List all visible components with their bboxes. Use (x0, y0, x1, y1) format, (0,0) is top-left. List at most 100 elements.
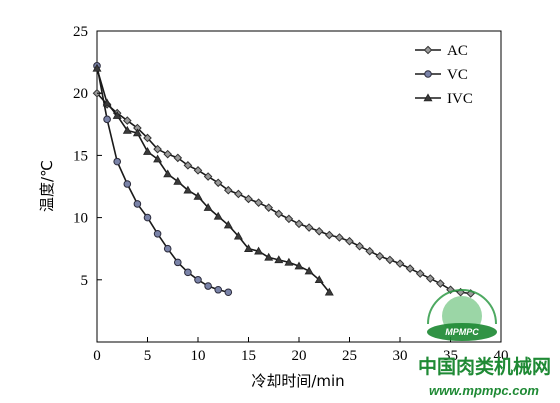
plot-frame (96, 30, 502, 343)
series-ac-point (324, 230, 334, 240)
series-ac-point (304, 223, 314, 232)
x-axis-title: 冷却时间/min (251, 372, 344, 390)
series-vc-point (113, 157, 121, 166)
series-vc-point (103, 115, 111, 124)
x-tick-label: 10 (191, 348, 206, 364)
series-ac-point (213, 178, 223, 188)
legend-item-ac: AC (415, 43, 468, 59)
y-axis-title: 温度/℃ (38, 160, 56, 212)
series-ivc-point (163, 169, 173, 178)
watermark-site-name: 中国肉类机械网 (418, 355, 551, 378)
chart-axes (96, 30, 502, 343)
watermark-logo: MPMPC (427, 289, 497, 341)
series-ivc-point (314, 275, 324, 284)
series-ac-point (395, 259, 405, 268)
series-ivc-point (193, 191, 203, 200)
x-tick-label: 5 (144, 348, 152, 364)
series-vc-point (123, 180, 132, 188)
series-ivc-point (274, 255, 284, 264)
x-tick-label: 0 (93, 348, 101, 364)
x-tick-label: 30 (393, 348, 408, 364)
series-ivc (92, 63, 334, 296)
legend-swatch-marker (424, 70, 432, 78)
series-ivc-point (183, 185, 193, 194)
series-vc-point (133, 200, 142, 208)
series-ac-point (375, 251, 385, 261)
series-ac-point (385, 255, 395, 265)
series-ac-point (355, 241, 364, 251)
series-ivc-point (324, 287, 334, 296)
series-ivc-point (294, 261, 304, 270)
series-ac-point (264, 203, 274, 212)
legend-swatch-marker (423, 45, 433, 55)
legend-label-ac: AC (447, 43, 468, 59)
series-ac-point (173, 153, 183, 163)
series-ac-point (415, 269, 425, 278)
series-ivc-point (213, 211, 223, 220)
series-ivc-point (143, 147, 152, 155)
watermark: MPMPC 中国肉类机械网 www.mpmpc.com (418, 289, 551, 398)
y-tick-label: 20 (73, 86, 88, 102)
series-ac-point (314, 226, 324, 236)
series-ivc-point (203, 203, 213, 211)
x-tick-label: 25 (342, 348, 357, 364)
series-ac-point (163, 149, 173, 159)
series-ac-point (284, 214, 294, 224)
legend-item-ivc: IVC (415, 91, 473, 107)
series-ac-point (244, 194, 253, 204)
series-ac-point (365, 246, 375, 256)
x-tick-label: 15 (241, 348, 256, 364)
y-tick-label: 25 (73, 24, 88, 40)
series-ivc-point (264, 252, 274, 261)
series-ac-point (143, 133, 152, 143)
series-vc-point (174, 258, 182, 267)
series-ivc-point (153, 154, 163, 163)
series-ac-point (425, 274, 435, 283)
watermark-logo-text: MPMPC (445, 327, 479, 337)
series-ivc-point (254, 246, 264, 255)
series-ivc-point (304, 266, 314, 275)
series-vc-point (143, 213, 152, 222)
y-tick-label: 5 (81, 273, 89, 289)
series-vc-point (194, 276, 202, 284)
series-ac-point (183, 161, 193, 170)
y-tick-label: 15 (73, 148, 88, 164)
legend-label-ivc: IVC (447, 91, 473, 107)
series-ac (92, 88, 476, 298)
series-ac-line (96, 92, 471, 295)
series-ac-point (193, 166, 203, 175)
series-ivc-point (132, 128, 142, 137)
series-vc-point (224, 288, 233, 297)
chart-series (92, 62, 476, 298)
series-ivc-point (112, 110, 122, 119)
chart-ticks: 0 5 10 15 20 25 30 35 40 5 10 15 20 25 (73, 24, 509, 364)
series-ac-point (335, 233, 344, 242)
y-tick-label: 10 (73, 211, 88, 227)
series-ivc-point (92, 63, 102, 72)
series-ac-point (122, 116, 132, 125)
series-vc-point (153, 229, 162, 238)
series-ac-point (405, 264, 415, 273)
x-tick-label: 20 (292, 348, 307, 364)
watermark-url: www.mpmpc.com (429, 383, 539, 398)
series-ac-point (345, 236, 354, 246)
series-ivc-point (284, 257, 294, 266)
series-vc-point (214, 285, 222, 294)
legend-swatch-marker (423, 93, 433, 102)
series-ivc-point (244, 244, 253, 252)
series-ivc-point (173, 176, 183, 185)
series-ac-point (234, 189, 243, 199)
series-ac-point (274, 209, 284, 219)
x-tick-label: 40 (494, 348, 509, 364)
series-ac-point (254, 198, 263, 207)
series-ivc-point (223, 220, 233, 229)
series-ivc-point (122, 125, 132, 134)
series-ivc-point (233, 231, 243, 240)
series-vc-point (163, 244, 172, 253)
legend-item-vc: VC (415, 67, 468, 83)
series-ac-point (153, 144, 162, 154)
legend-label-vc: VC (447, 67, 468, 83)
chart-legend: AC VC IVC (415, 43, 473, 107)
series-ac-point (436, 279, 445, 288)
